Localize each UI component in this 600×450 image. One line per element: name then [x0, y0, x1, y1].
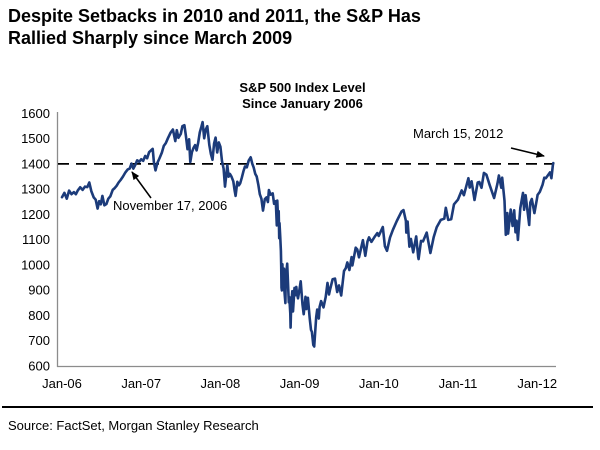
- x-tick-label: Jan-09: [280, 376, 320, 391]
- y-tick-label: 1100: [22, 232, 50, 247]
- november-annotation-arrow: [131, 171, 152, 199]
- sp500-series-line: [60, 120, 555, 348]
- annotation-march-15-2012: March 15, 2012: [413, 126, 504, 141]
- y-tick-label: 1600: [21, 106, 50, 121]
- footer-divider: [2, 406, 593, 408]
- y-tick-label: 1200: [21, 207, 50, 222]
- y-tick-label: 1500: [21, 131, 50, 146]
- x-tick-label: Jan-11: [439, 376, 478, 391]
- x-tick-label: Jan-12: [517, 376, 557, 391]
- y-tick-label: 1400: [21, 156, 50, 171]
- y-tick-label: 600: [28, 359, 50, 374]
- y-tick-label: 800: [28, 308, 50, 323]
- march-annotation-arrow: [510, 147, 545, 158]
- y-tick-label: 700: [28, 333, 50, 348]
- page-title-line2: Rallied Sharply since March 2009: [8, 28, 293, 48]
- chart-subtitle-text: Since January 2006: [242, 96, 363, 111]
- chart-title: S&P 500 Index Level Since January 2006: [180, 80, 425, 112]
- page-title: Despite Setbacks in 2010 and 2011, the S…: [8, 5, 568, 49]
- x-tick-label: Jan-10: [359, 376, 399, 391]
- x-tick-label: Jan-06: [42, 376, 82, 391]
- page-title-line1: Despite Setbacks in 2010 and 2011, the S…: [8, 6, 421, 26]
- annotation-arrows: [131, 147, 545, 199]
- annotation-november-17-2006: November 17, 2006: [113, 198, 228, 213]
- source-note: Source: FactSet, Morgan Stanley Research: [8, 418, 259, 433]
- chart-title-text: S&P 500 Index Level: [239, 80, 366, 95]
- y-tick-label: 1000: [21, 257, 50, 272]
- y-tick-label: 1300: [21, 182, 50, 197]
- x-tick-label: Jan-08: [201, 376, 241, 391]
- x-tick-label: Jan-07: [121, 376, 161, 391]
- y-tick-label: 900: [28, 283, 50, 298]
